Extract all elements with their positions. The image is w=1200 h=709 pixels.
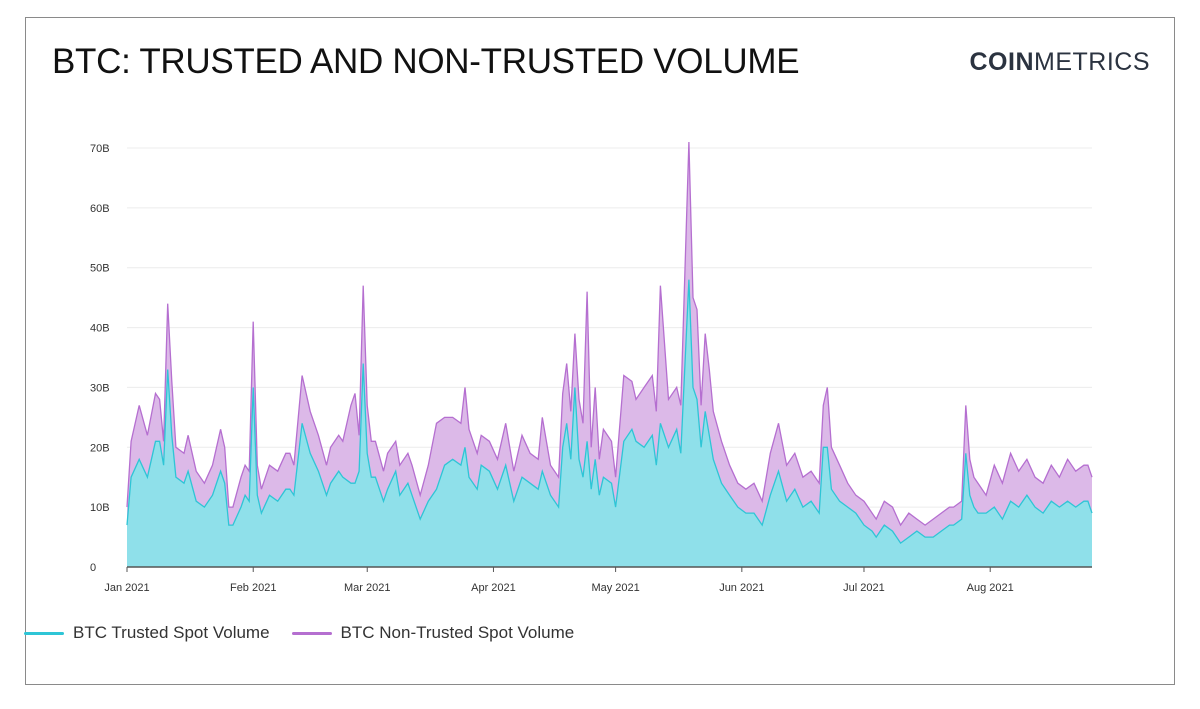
legend-swatch-non-trusted [291,631,332,635]
x-tick-label-2021-07-01: Jul 2021 [843,582,885,594]
x-tick-label-2021-01-01: Jan 2021 [104,582,149,594]
area-trusted [127,279,1092,567]
y-tick-label-10: 10B [90,502,110,514]
y-tick-label-70: 70B [90,143,110,155]
x-tick-label-2021-05-01: May 2021 [591,582,639,594]
x-tick-label-2021-06-01: Jun 2021 [719,582,764,594]
x-tick-label-2021-04-01: Apr 2021 [471,582,516,594]
line-non-trusted [126,141,1093,527]
logo-bold-text: COIN [969,48,1034,76]
y-tick-label-0: 0 [90,562,96,574]
legend: BTC Trusted Spot Volume BTC Non-Trusted … [24,623,574,643]
legend-item-non-trusted[interactable]: BTC Non-Trusted Spot Volume [291,623,575,643]
x-tick-label-2021-02-01: Feb 2021 [230,582,276,594]
y-tick-label-60: 60B [90,203,110,215]
legend-label-non-trusted: BTC Non-Trusted Spot Volume [340,623,575,642]
y-tick-label-20: 20B [90,442,110,454]
series-layer [126,141,1093,567]
y-tick-label-40: 40B [90,323,110,335]
chart-title: BTC: TRUSTED AND NON-TRUSTED VOLUME [52,42,800,81]
logo-light-text: METRICS [1034,48,1150,76]
legend-label-trusted: BTC Trusted Spot Volume [73,623,270,642]
x-tick-label-2021-08-01: Aug 2021 [967,582,1014,594]
line-trusted [126,279,1093,545]
y-tick-label-50: 50B [90,263,110,275]
axes: 0 10B 20B 30B 40B 50B 60B 70B Jan 2021 Feb 2021 Ma… [90,143,1092,594]
coinmetrics-logo: COINMETRICS [970,48,1151,77]
chart-frame: BTC: TRUSTED AND NON-TRUSTED VOLUME COIN… [25,17,1175,685]
legend-swatch-trusted [24,631,64,635]
legend-item-trusted[interactable]: BTC Trusted Spot Volume [24,623,270,643]
x-tick-label-2021-03-01: Mar 2021 [344,582,390,594]
y-tick-label-30: 30B [90,382,110,394]
